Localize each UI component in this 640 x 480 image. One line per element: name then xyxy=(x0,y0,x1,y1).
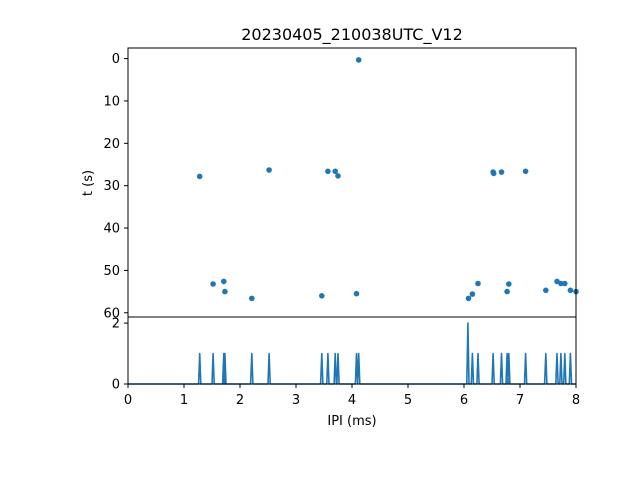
scatter-y-tick-label: 40 xyxy=(103,222,120,237)
scatter-point xyxy=(319,293,325,299)
histogram-x-tick-label: 8 xyxy=(572,393,580,408)
scatter-point xyxy=(335,173,341,179)
scatter-points xyxy=(196,57,579,302)
scatter-point xyxy=(465,295,472,302)
histogram-plot-frame xyxy=(127,316,577,385)
scatter-point xyxy=(221,278,227,285)
scatter-y-tick-label: 20 xyxy=(103,137,120,152)
histogram-y-ticks: 02 xyxy=(112,317,128,393)
histogram-x-tick-label: 3 xyxy=(292,393,300,408)
histogram-x-tick-label: 6 xyxy=(460,393,468,408)
scatter-point xyxy=(210,281,216,287)
scatter-point xyxy=(498,169,505,175)
scatter-point xyxy=(266,167,272,173)
scatter-point xyxy=(355,57,362,63)
histogram-y-tick-label: 2 xyxy=(112,317,120,332)
scatter-point xyxy=(196,173,203,180)
scatter-point xyxy=(558,280,564,287)
histogram-x-tick-label: 4 xyxy=(348,393,356,408)
scatter-point xyxy=(504,288,510,295)
scatter-point xyxy=(506,281,512,287)
histogram-x-tick-label: 0 xyxy=(124,393,132,408)
scatter-point xyxy=(325,168,331,175)
scatter-point xyxy=(543,287,549,294)
histogram-y-tick-label: 0 xyxy=(112,378,120,393)
scatter-y-tick-label: 30 xyxy=(103,179,120,194)
histogram-x-tick-label: 5 xyxy=(404,393,412,408)
scatter-point xyxy=(469,291,476,297)
x-axis-label: IPI (ms) xyxy=(327,414,376,429)
scatter-y-tick-label: 60 xyxy=(103,306,120,321)
histogram-x-ticks: 0 1 2 3 4 5 6 7 8 xyxy=(124,384,580,408)
scatter-y-tick-label: 50 xyxy=(103,264,120,279)
scatter-point xyxy=(353,290,360,297)
scatter-y-ticks: 0 10 20 30 40 50 60 xyxy=(103,52,128,321)
scatter-y-tick-label: 10 xyxy=(103,94,120,109)
scatter-point xyxy=(490,170,497,177)
scatter-y-tick-label: 0 xyxy=(112,52,120,67)
y-axis-label: t (s) xyxy=(81,170,96,196)
chart-title: 20230405_210038UTC_V12 xyxy=(241,25,463,45)
histogram-x-tick-label: 7 xyxy=(516,393,524,408)
scatter-point xyxy=(562,280,568,287)
scatter-point xyxy=(522,168,529,175)
histogram-x-tick-label: 1 xyxy=(180,393,188,408)
histogram-x-tick-label: 2 xyxy=(236,393,244,408)
scatter-point xyxy=(249,295,255,302)
scatter-point xyxy=(332,168,339,175)
scatter-plot-area xyxy=(128,48,576,317)
scatter-point xyxy=(222,288,228,295)
scatter-point xyxy=(475,280,481,287)
scatter-panel: 0 10 20 30 40 50 60 t (s) xyxy=(81,47,579,321)
scatter-point xyxy=(567,287,574,294)
